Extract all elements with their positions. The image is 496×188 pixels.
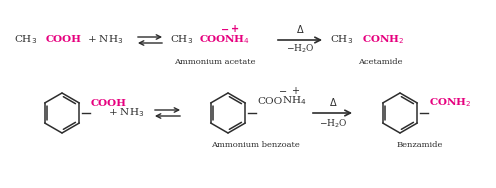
Text: CH$_3$: CH$_3$ bbox=[330, 34, 353, 46]
Text: $\Delta$: $\Delta$ bbox=[329, 96, 337, 108]
Text: CH$_3$: CH$_3$ bbox=[14, 34, 37, 46]
Text: COOH: COOH bbox=[46, 36, 82, 45]
Text: Ammonium benzoate: Ammonium benzoate bbox=[211, 141, 300, 149]
Text: $\Delta$: $\Delta$ bbox=[296, 23, 305, 35]
Text: $-$H$_2$O: $-$H$_2$O bbox=[286, 43, 314, 55]
Text: + NH$_3$: + NH$_3$ bbox=[87, 34, 124, 46]
Text: NH$_4$: NH$_4$ bbox=[282, 95, 307, 107]
Text: CH$_3$: CH$_3$ bbox=[170, 34, 193, 46]
Text: Ammonium acetate: Ammonium acetate bbox=[174, 58, 256, 66]
Text: COOH: COOH bbox=[91, 99, 127, 108]
Text: COO: COO bbox=[257, 96, 282, 105]
Text: Benzamide: Benzamide bbox=[397, 141, 443, 149]
Text: $\mathbf{+}$: $\mathbf{+}$ bbox=[230, 24, 239, 35]
Text: $-$H$_2$O: $-$H$_2$O bbox=[319, 118, 347, 130]
Text: CONH$_2$: CONH$_2$ bbox=[429, 97, 472, 109]
Text: CONH$_2$: CONH$_2$ bbox=[362, 34, 405, 46]
Text: + NH$_3$: + NH$_3$ bbox=[108, 107, 144, 119]
Text: $\mathbf{-}$: $\mathbf{-}$ bbox=[220, 24, 229, 33]
Text: $-$: $-$ bbox=[278, 86, 287, 96]
Text: NH$_4$: NH$_4$ bbox=[224, 34, 249, 46]
Text: COO: COO bbox=[200, 36, 226, 45]
Text: Acetamide: Acetamide bbox=[358, 58, 402, 66]
Text: $+$: $+$ bbox=[291, 86, 300, 96]
